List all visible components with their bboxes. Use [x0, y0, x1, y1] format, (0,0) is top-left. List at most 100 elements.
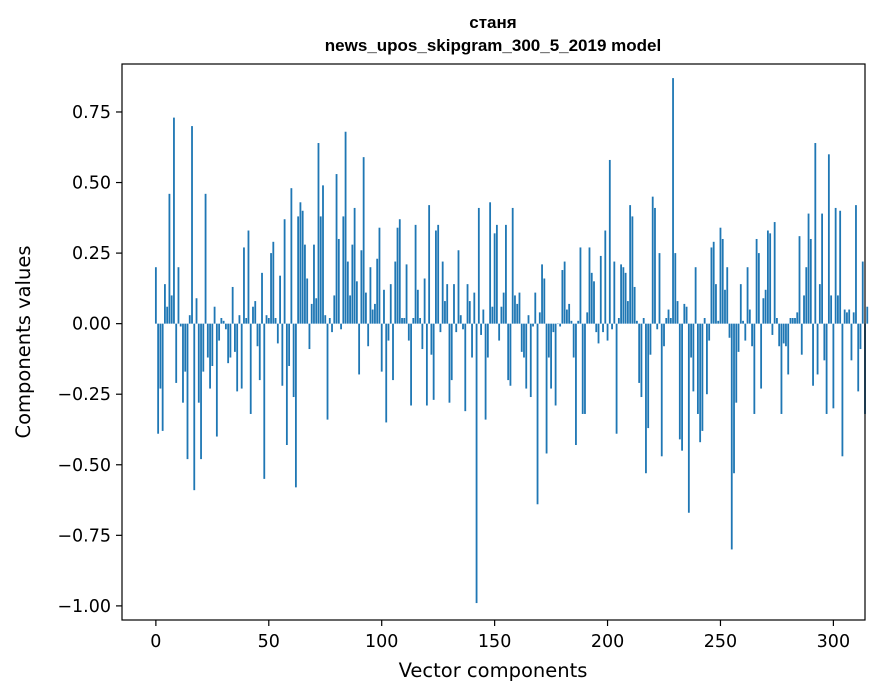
bar [448, 323, 451, 403]
bar [550, 323, 552, 389]
bar [818, 284, 821, 324]
x-tick-label: 100 [365, 632, 398, 652]
bar [724, 289, 726, 324]
bar [432, 323, 435, 400]
bar [613, 261, 616, 324]
bar [191, 126, 193, 324]
bar [773, 222, 776, 324]
bar [383, 289, 385, 324]
bar [502, 292, 505, 324]
bar [746, 267, 749, 324]
bar [588, 247, 591, 324]
bar [848, 309, 851, 324]
bar [701, 323, 704, 431]
bar [821, 213, 823, 324]
bar [315, 298, 318, 324]
bar [482, 309, 485, 324]
bar [222, 320, 225, 324]
bar [168, 193, 171, 324]
bar [663, 323, 665, 347]
bar [647, 323, 650, 429]
bar [710, 247, 713, 324]
bar [843, 309, 846, 324]
bar [220, 318, 223, 324]
bar [841, 323, 844, 457]
bar [495, 224, 498, 324]
bar [252, 306, 254, 324]
bar [649, 323, 652, 355]
bar [355, 281, 358, 324]
chart-title-line2: news_upos_skipgram_300_5_2019 model [325, 36, 661, 55]
bar [378, 227, 381, 324]
bar [507, 323, 510, 381]
y-tick-label: −0.25 [57, 385, 111, 405]
bar [430, 323, 433, 355]
bar [218, 323, 221, 341]
y-tick-label: 0.00 [72, 315, 111, 335]
bar [737, 323, 740, 352]
bar [349, 295, 351, 324]
bar [780, 323, 783, 414]
bar [798, 236, 801, 324]
bar [505, 224, 507, 324]
bar [493, 233, 496, 324]
bar [640, 323, 643, 398]
bar [405, 264, 408, 324]
bar [464, 323, 467, 412]
bar [800, 323, 803, 355]
bar [617, 318, 620, 324]
bar [270, 253, 272, 324]
bar [586, 312, 589, 324]
bar [256, 323, 259, 347]
bar [674, 253, 677, 324]
bar [827, 154, 830, 324]
bar [694, 267, 697, 324]
bar [439, 323, 442, 333]
bar [346, 261, 349, 324]
bar [642, 318, 645, 324]
bar [489, 202, 492, 324]
bar [516, 303, 519, 324]
bar [306, 278, 309, 324]
bar [852, 312, 855, 324]
bar [500, 306, 503, 324]
bar [636, 320, 638, 324]
bar [299, 202, 302, 324]
bar [696, 323, 699, 414]
bar [830, 295, 833, 324]
bar [579, 247, 582, 324]
bar [733, 323, 735, 474]
bar [450, 323, 453, 381]
bar [319, 216, 322, 324]
bar [184, 323, 187, 372]
bar [238, 315, 241, 324]
bar [283, 219, 286, 324]
plot-frame [121, 63, 866, 621]
bar [261, 272, 263, 324]
bar [834, 207, 837, 324]
bar [288, 323, 291, 366]
bar [631, 216, 634, 324]
x-tick-label: 0 [150, 632, 161, 652]
bar [832, 323, 835, 409]
bar [665, 318, 668, 324]
bar [175, 323, 178, 383]
bar [606, 323, 609, 341]
bar [728, 323, 731, 338]
bar [236, 323, 239, 392]
bar [285, 323, 288, 446]
chart-title-line1: станя [469, 13, 516, 32]
bar [369, 267, 372, 324]
bar [782, 323, 785, 344]
bar [195, 298, 198, 324]
bar [258, 323, 261, 381]
bar [389, 284, 392, 324]
bar [809, 238, 812, 324]
bar [719, 227, 722, 324]
y-tick-label: −0.75 [57, 526, 111, 546]
bar [468, 301, 471, 324]
bar [331, 323, 333, 333]
bar [706, 323, 708, 395]
bar [423, 278, 426, 324]
bar [514, 295, 516, 324]
